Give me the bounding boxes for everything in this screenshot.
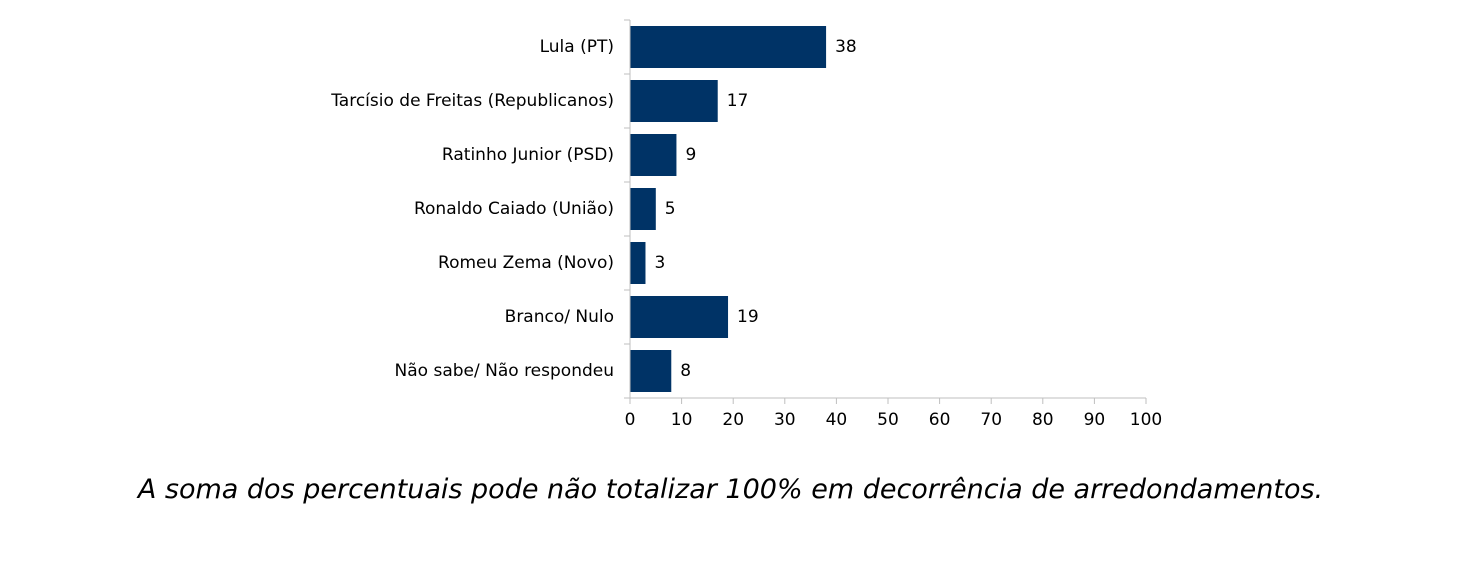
data-label: 19	[737, 307, 759, 327]
data-label: 8	[680, 361, 691, 381]
x-tick-label: 80	[1032, 410, 1054, 430]
data-label: 38	[835, 37, 857, 57]
x-tick-label: 0	[625, 410, 636, 430]
axes	[624, 19, 1147, 404]
x-tick-label: 50	[877, 410, 899, 430]
data-label: 5	[665, 199, 676, 219]
x-tick-label: 70	[980, 410, 1002, 430]
bar	[630, 134, 677, 176]
bar	[630, 188, 656, 230]
category-label: Romeu Zema (Novo)	[438, 253, 614, 273]
bar	[630, 242, 646, 284]
bar	[630, 350, 672, 392]
category-label: Branco/ Nulo	[505, 307, 614, 327]
bar-chart: Lula (PT) Tarcísio de Freitas (Republican…	[330, 19, 1163, 430]
x-tick-labels: 0 10 20 30 40 50 60 70 80 90 100	[625, 410, 1163, 430]
x-tick-label: 40	[826, 410, 848, 430]
bar	[630, 296, 729, 338]
bars	[630, 26, 827, 392]
category-label: Ronaldo Caiado (União)	[414, 199, 614, 219]
x-tick-label: 60	[929, 410, 951, 430]
bar	[630, 80, 718, 122]
category-label: Ratinho Junior (PSD)	[442, 145, 614, 165]
data-label: 17	[727, 91, 749, 111]
bar	[630, 26, 827, 68]
x-tick-label: 30	[774, 410, 796, 430]
data-label: 3	[654, 253, 665, 273]
category-labels: Lula (PT) Tarcísio de Freitas (Republican…	[330, 37, 614, 381]
x-tick-label: 10	[671, 410, 693, 430]
x-tick-label: 100	[1130, 410, 1162, 430]
footnote: A soma dos percentuais pode não totaliza…	[137, 474, 1324, 505]
x-tick-label: 20	[722, 410, 744, 430]
category-label: Não sabe/ Não respondeu	[395, 361, 614, 381]
category-label: Lula (PT)	[540, 37, 614, 57]
category-label: Tarcísio de Freitas (Republicanos)	[330, 91, 614, 111]
data-label: 9	[685, 145, 696, 165]
value-labels: 38 17 9 5 3 19 8	[654, 37, 856, 381]
x-tick-label: 90	[1084, 410, 1106, 430]
